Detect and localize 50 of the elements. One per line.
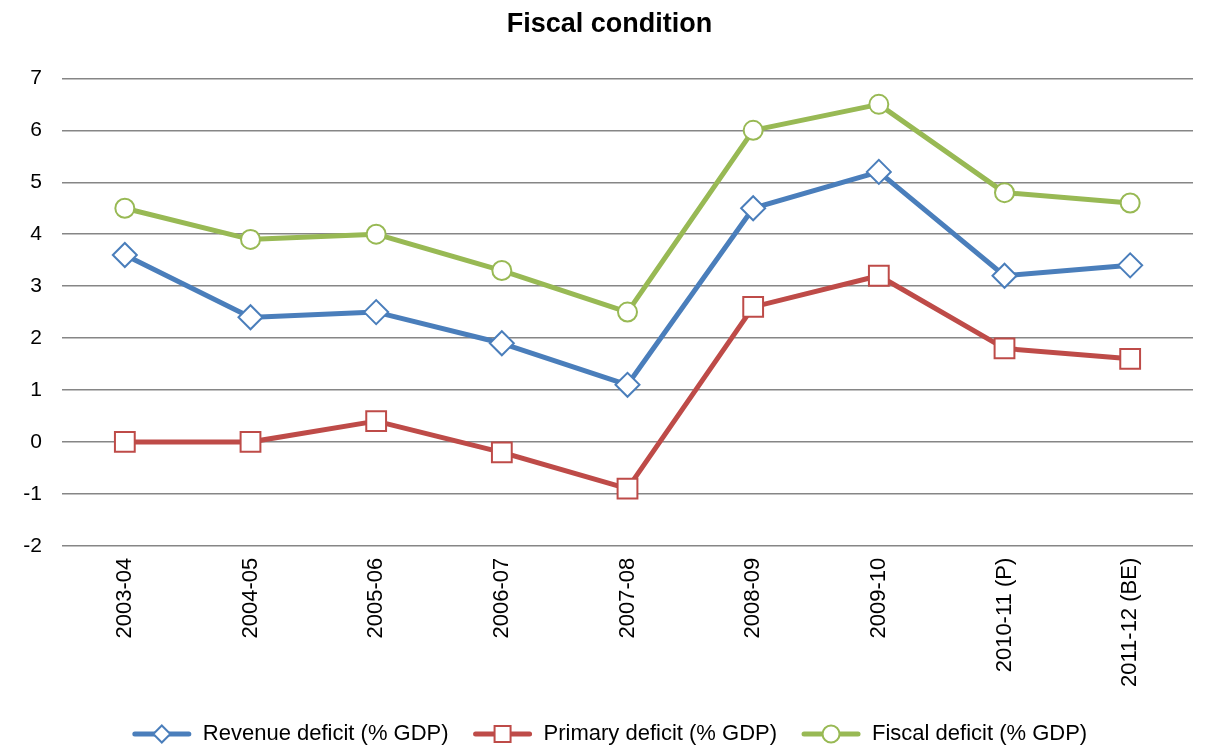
x-tick-label: 2011-12 (BE) (1116, 557, 1142, 687)
point (240, 228, 261, 250)
point (742, 296, 765, 318)
point (868, 93, 890, 115)
point (617, 301, 638, 323)
x-tick-label: 2003-04 (110, 557, 136, 639)
point (114, 197, 136, 219)
y-tick-label: -2 (23, 532, 42, 556)
y-tick-label: 4 (30, 220, 43, 244)
point (491, 260, 513, 282)
point (614, 371, 641, 398)
point (1119, 192, 1141, 214)
y-tick-label: -1 (23, 480, 42, 504)
y-tick-label: 7 (30, 65, 42, 89)
point (488, 330, 515, 357)
point (239, 431, 262, 453)
x-tick-label: 2008-09 (739, 557, 765, 639)
x-tick-label: 2004-05 (236, 557, 262, 639)
y-tick-label: 1 (30, 376, 42, 400)
point (490, 441, 513, 464)
point (867, 264, 890, 287)
legend-label: Fiscal deficit (% GDP) (872, 720, 1088, 746)
point (113, 431, 136, 453)
point (993, 337, 1016, 360)
point (365, 410, 388, 433)
point (1119, 347, 1142, 370)
y-tick-label: 6 (30, 117, 42, 141)
x-tick-label: 2006-07 (487, 557, 513, 639)
point (994, 182, 1015, 204)
point (237, 304, 264, 331)
point (991, 262, 1018, 289)
y-tick-label: 5 (30, 169, 42, 193)
legend-label: Revenue deficit (% GDP) (202, 720, 449, 746)
point (865, 158, 892, 185)
point (363, 299, 390, 326)
x-tick-label: 2007-08 (613, 557, 639, 639)
y-tick-label: 0 (30, 428, 42, 452)
legend-label: Primary deficit (% GDP) (543, 720, 778, 746)
point (742, 119, 764, 141)
chart-title: Fiscal condition (506, 7, 713, 38)
y-tick-label: 3 (30, 272, 42, 296)
point (365, 223, 387, 245)
point (1117, 252, 1144, 279)
y-tick-label: 2 (30, 324, 42, 348)
point (616, 477, 639, 500)
x-tick-label: 2009-10 (864, 557, 890, 639)
x-tick-label: 2010-11 (P) (990, 557, 1016, 673)
x-tick-label: 2005-06 (362, 557, 388, 639)
point (111, 241, 138, 268)
point (740, 195, 767, 222)
